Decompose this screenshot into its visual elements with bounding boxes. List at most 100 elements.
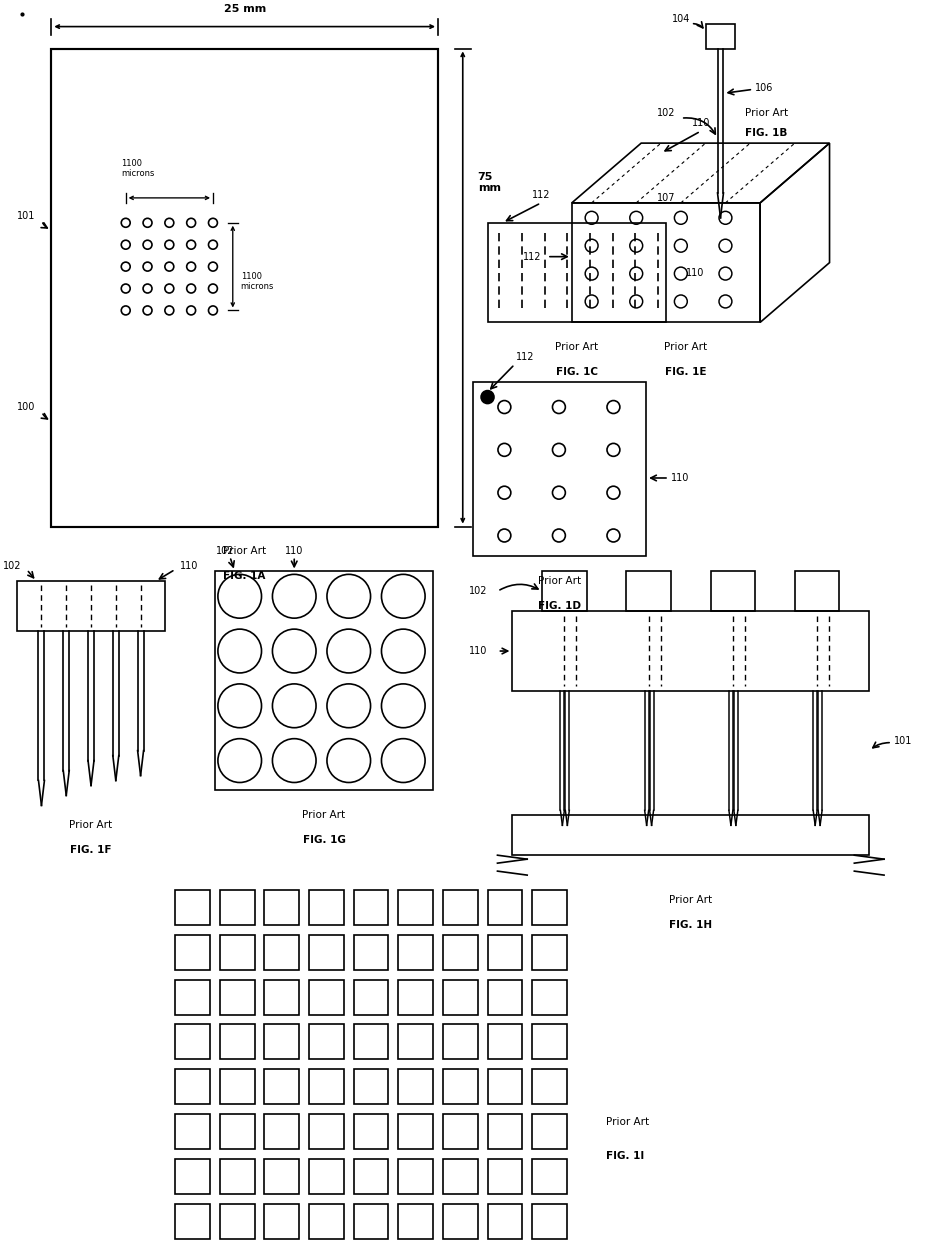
Bar: [488, 934, 522, 969]
Bar: [220, 1159, 255, 1194]
Text: 112: 112: [516, 352, 534, 362]
Bar: [354, 1114, 388, 1149]
Bar: [175, 1159, 210, 1194]
Circle shape: [481, 391, 494, 403]
Bar: [443, 934, 477, 969]
Text: 106: 106: [755, 83, 773, 93]
Text: 25 mm: 25 mm: [224, 4, 266, 14]
Bar: [220, 934, 255, 969]
Bar: [473, 382, 646, 556]
Bar: [572, 202, 760, 323]
Bar: [399, 1070, 433, 1104]
Bar: [175, 934, 210, 969]
Bar: [265, 1070, 300, 1104]
Bar: [309, 1204, 344, 1239]
Bar: [443, 1204, 477, 1239]
Text: 75
mm: 75 mm: [477, 171, 501, 194]
Bar: [215, 571, 433, 791]
Bar: [175, 1025, 210, 1060]
Bar: [488, 1025, 522, 1060]
Bar: [488, 979, 522, 1015]
Bar: [220, 1204, 255, 1239]
Bar: [309, 934, 344, 969]
Bar: [443, 1159, 477, 1194]
Text: 1100
microns: 1100 microns: [121, 159, 154, 177]
Bar: [354, 890, 388, 925]
Bar: [795, 571, 840, 612]
Text: Prior Art: Prior Art: [223, 546, 266, 556]
Bar: [265, 890, 300, 925]
Bar: [309, 1070, 344, 1104]
Bar: [542, 571, 587, 612]
Bar: [710, 571, 755, 612]
Bar: [309, 979, 344, 1015]
Text: Prior Art: Prior Art: [669, 895, 712, 905]
Bar: [706, 24, 736, 48]
Bar: [175, 1070, 210, 1104]
Bar: [309, 1159, 344, 1194]
Text: 102: 102: [657, 108, 675, 118]
Bar: [443, 1025, 477, 1060]
Text: Prior Art: Prior Art: [665, 343, 708, 352]
Bar: [220, 1114, 255, 1149]
Bar: [443, 1070, 477, 1104]
Text: 110: 110: [285, 546, 303, 556]
Bar: [399, 1025, 433, 1060]
Bar: [533, 890, 567, 925]
Text: 101: 101: [17, 211, 35, 221]
Text: 110: 110: [671, 473, 689, 483]
Bar: [488, 1070, 522, 1104]
Text: 102: 102: [215, 546, 234, 556]
Bar: [175, 890, 210, 925]
Bar: [175, 1204, 210, 1239]
Bar: [488, 1159, 522, 1194]
Bar: [488, 1204, 522, 1239]
Bar: [488, 890, 522, 925]
Bar: [17, 581, 166, 632]
Text: FIG. 1I: FIG. 1I: [607, 1150, 645, 1160]
Bar: [533, 1204, 567, 1239]
Bar: [533, 979, 567, 1015]
Bar: [533, 1070, 567, 1104]
Text: FIG. 1G: FIG. 1G: [302, 835, 345, 845]
Text: 110: 110: [686, 268, 704, 278]
Bar: [175, 1114, 210, 1149]
Bar: [265, 934, 300, 969]
Bar: [443, 979, 477, 1015]
Text: FIG. 1C: FIG. 1C: [556, 367, 598, 377]
Text: 100: 100: [17, 402, 35, 412]
Text: 110: 110: [181, 561, 198, 571]
Text: FIG. 1E: FIG. 1E: [665, 367, 707, 377]
Bar: [354, 1159, 388, 1194]
Bar: [533, 934, 567, 969]
Text: 1100
microns: 1100 microns: [241, 272, 274, 292]
Text: Prior Art: Prior Art: [538, 576, 581, 586]
Bar: [354, 979, 388, 1015]
Bar: [220, 890, 255, 925]
Text: 112: 112: [532, 190, 550, 200]
Bar: [265, 1159, 300, 1194]
Text: 102: 102: [3, 561, 21, 571]
Bar: [354, 1204, 388, 1239]
Bar: [626, 571, 671, 612]
Bar: [533, 1159, 567, 1194]
Bar: [512, 815, 870, 855]
Bar: [175, 979, 210, 1015]
Bar: [399, 1159, 433, 1194]
Bar: [512, 612, 870, 691]
Text: Prior Art: Prior Art: [69, 820, 112, 830]
Text: 102: 102: [469, 586, 488, 596]
Bar: [354, 1025, 388, 1060]
Text: 110: 110: [692, 118, 709, 128]
Bar: [399, 979, 433, 1015]
Bar: [309, 1025, 344, 1060]
Bar: [399, 934, 433, 969]
Bar: [443, 1114, 477, 1149]
Text: 101: 101: [894, 736, 913, 746]
Bar: [220, 1025, 255, 1060]
Bar: [220, 1070, 255, 1104]
Bar: [309, 890, 344, 925]
Bar: [399, 1204, 433, 1239]
Text: FIG. 1A: FIG. 1A: [224, 571, 266, 581]
Text: FIG. 1D: FIG. 1D: [538, 601, 581, 612]
